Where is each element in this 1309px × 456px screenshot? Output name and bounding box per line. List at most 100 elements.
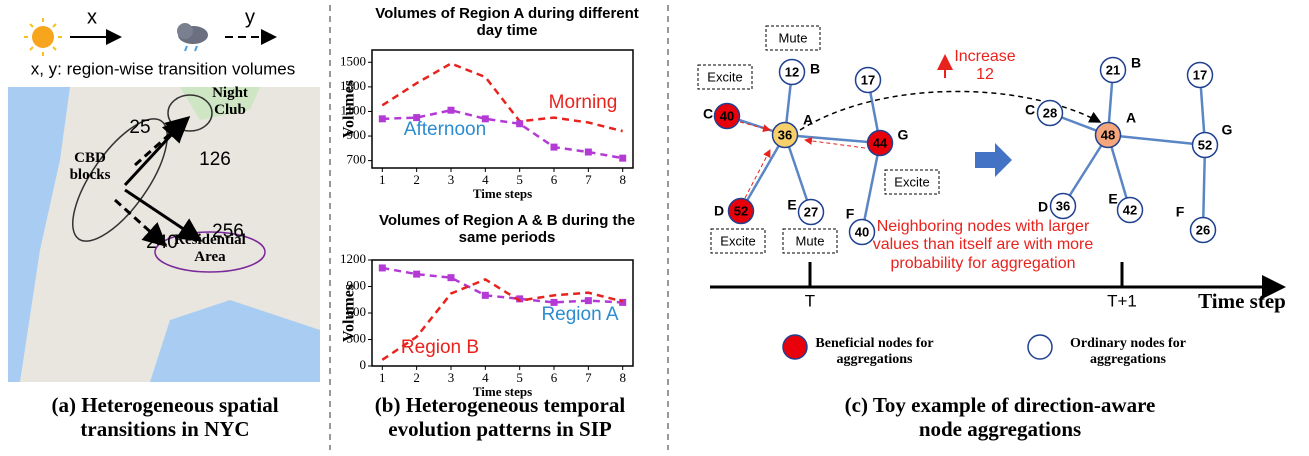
y-tick-label: 700	[347, 152, 367, 167]
node-label: A	[1126, 110, 1136, 126]
sun-icon	[32, 26, 54, 48]
node-value: 27	[804, 204, 818, 219]
edge	[1108, 135, 1205, 145]
series-marker	[516, 120, 523, 127]
node-value: 48	[1101, 127, 1115, 142]
node-value: 17	[1193, 67, 1207, 82]
series-marker	[447, 274, 454, 281]
y-axis-label: Volumes	[341, 284, 358, 342]
series-marker	[379, 115, 386, 122]
x-tick-label: 6	[551, 370, 558, 385]
node-value: 44	[873, 135, 888, 150]
note: Neighboring nodes with larger values tha…	[868, 218, 1098, 273]
x-tick-label: 8	[619, 172, 626, 187]
caption: (b) Heterogeneous temporal evolution pat…	[345, 393, 655, 441]
node-value: 52	[734, 203, 748, 218]
series-marker	[482, 292, 489, 299]
node-label: E	[787, 197, 796, 213]
node-label: C	[1025, 102, 1035, 118]
x-tick-label: 4	[482, 370, 489, 385]
figure: xyx, y: region-wise transition volumes25…	[0, 0, 1309, 456]
flow-label: 126	[199, 149, 231, 170]
series-marker	[379, 264, 386, 271]
series-marker	[619, 299, 626, 306]
series-marker	[619, 155, 626, 162]
x-tick-label: 3	[448, 172, 455, 187]
tag: Excite	[894, 174, 929, 189]
caption: (a) Heterogeneous spatial transitions in…	[20, 393, 310, 441]
increase-label: Increase 12	[950, 48, 1020, 85]
place-label: CBD blocks	[55, 150, 125, 185]
x-tick-label: 1	[379, 370, 386, 385]
x-tick-label: 6	[551, 172, 558, 187]
place-label: Night Club	[205, 85, 255, 120]
series-label: Region B	[401, 337, 479, 358]
node-label: B	[810, 61, 820, 77]
y-tick-label: 1500	[340, 53, 366, 68]
series-marker	[413, 271, 420, 278]
edge	[785, 135, 880, 143]
y-tick-label: 1200	[340, 251, 366, 266]
timeline-tick-label: T+1	[1107, 291, 1137, 310]
node-label: F	[846, 206, 855, 222]
x-tick-label: 1	[379, 172, 386, 187]
x-tick-label: 8	[619, 370, 626, 385]
block-arrow	[975, 143, 1012, 177]
node-label: F	[1176, 204, 1185, 220]
legend-y: y	[245, 6, 255, 28]
series-marker	[447, 107, 454, 114]
node-value: 36	[778, 127, 792, 142]
legend-label: Beneficial nodes for aggregations	[812, 336, 937, 368]
canvas: xyx, y: region-wise transition volumes25…	[0, 0, 1309, 456]
place-label: Residential Area	[170, 232, 250, 267]
legend-x: x	[87, 6, 97, 28]
timeline-tick-label: T	[805, 291, 815, 310]
y-axis-label: Volumes	[341, 80, 358, 138]
series-label: Morning	[549, 92, 618, 113]
x-tick-label: 3	[448, 370, 455, 385]
x-tick-label: 7	[585, 172, 592, 187]
legend-label: Ordinary nodes for aggregations	[1058, 336, 1198, 368]
node-value: 26	[1196, 222, 1210, 237]
tag: Mute	[796, 233, 825, 248]
x-axis-label: Time steps	[473, 186, 532, 201]
tag: Excite	[707, 69, 742, 84]
node-label: A	[803, 112, 813, 128]
series-marker	[585, 149, 592, 156]
node-value: 17	[861, 72, 875, 87]
node-value: 21	[1106, 62, 1120, 77]
series-label: Region A	[541, 304, 618, 325]
series-marker	[551, 144, 558, 151]
cloud-icon	[177, 23, 208, 51]
tag: Excite	[720, 233, 755, 248]
tag: Mute	[779, 30, 808, 45]
x-tick-label: 5	[516, 370, 523, 385]
x-tick-label: 4	[482, 172, 489, 187]
node-value: 52	[1198, 137, 1212, 152]
node-value: 12	[785, 64, 799, 79]
legend-note: x, y: region-wise transition volumes	[31, 59, 296, 78]
node-value: 36	[1056, 198, 1070, 213]
x-tick-label: 2	[413, 172, 420, 187]
x-tick-label: 5	[516, 172, 523, 187]
node-value: 28	[1043, 105, 1057, 120]
node-value: 42	[1123, 202, 1137, 217]
chart-title: Volumes of Region A during different day…	[362, 5, 652, 40]
influence-arrow	[745, 150, 770, 198]
node-label: B	[1131, 55, 1141, 71]
node-label: E	[1108, 191, 1117, 207]
node-label: D	[714, 203, 724, 219]
caption: (c) Toy example of direction-aware node …	[840, 393, 1160, 441]
node-label: G	[898, 127, 909, 143]
node-label: G	[1222, 122, 1233, 138]
node-label: D	[1038, 199, 1048, 215]
node-label: C	[703, 106, 713, 122]
node-value: 40	[720, 108, 734, 123]
y-tick-label: 0	[360, 357, 367, 372]
flow-label: 25	[129, 117, 150, 138]
timeline-label: Time step	[1198, 289, 1286, 313]
legend-beneficial	[783, 335, 807, 359]
x-tick-label: 2	[413, 370, 420, 385]
series-label: Afternoon	[404, 119, 486, 140]
chart-title: Volumes of Region A & B during the same …	[362, 212, 652, 247]
